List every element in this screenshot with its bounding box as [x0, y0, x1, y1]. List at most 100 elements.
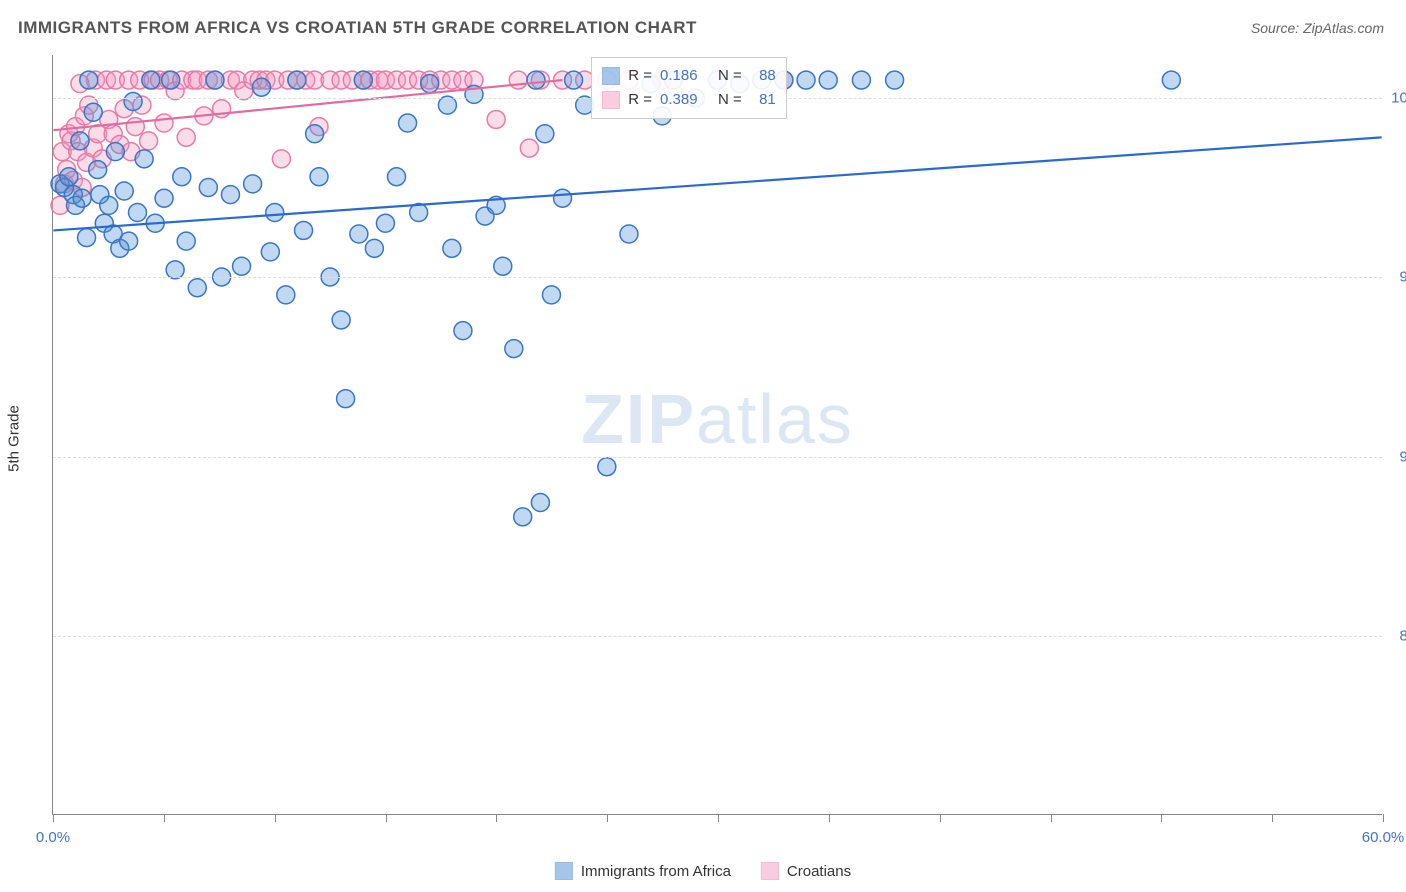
x-tick-label: 60.0%	[1362, 829, 1405, 846]
data-point	[166, 261, 184, 279]
data-point	[60, 168, 78, 186]
data-point	[120, 232, 138, 250]
data-point	[155, 114, 173, 132]
x-tick	[1051, 814, 1052, 822]
data-point	[155, 189, 173, 207]
data-point	[819, 71, 837, 89]
x-tick	[1383, 814, 1384, 822]
stat-n-value: 81	[750, 88, 776, 112]
legend-label: Immigrants from Africa	[581, 863, 731, 880]
x-tick	[1272, 814, 1273, 822]
data-point	[89, 161, 107, 179]
source-label: Source: ZipAtlas.com	[1251, 20, 1384, 36]
data-point	[399, 114, 417, 132]
chart-title: IMMIGRANTS FROM AFRICA VS CROATIAN 5TH G…	[18, 18, 697, 38]
data-point	[487, 110, 505, 128]
data-point	[71, 132, 89, 150]
y-tick-label: 95.0%	[1387, 269, 1406, 286]
data-point	[206, 71, 224, 89]
stat-r-value: 0.186	[660, 64, 710, 88]
data-point	[140, 132, 158, 150]
data-point	[376, 214, 394, 232]
data-point	[142, 71, 160, 89]
x-tick	[164, 814, 165, 822]
data-point	[554, 189, 572, 207]
data-point	[73, 189, 91, 207]
data-point	[233, 257, 251, 275]
legend-swatch	[761, 862, 779, 880]
x-tick	[496, 814, 497, 822]
stat-row: R = 0.186 N = 88	[602, 64, 776, 88]
y-tick-label: 100.0%	[1387, 90, 1406, 107]
data-point	[266, 204, 284, 222]
x-tick	[275, 814, 276, 822]
data-point	[505, 340, 523, 358]
x-tick	[53, 814, 54, 822]
legend-item: Immigrants from Africa	[555, 862, 731, 880]
data-point	[310, 168, 328, 186]
data-point	[177, 232, 195, 250]
data-point	[542, 286, 560, 304]
stat-swatch	[602, 91, 620, 109]
y-axis-label: 5th Grade	[6, 405, 23, 472]
y-tick-label: 90.0%	[1387, 448, 1406, 465]
stat-swatch	[602, 67, 620, 85]
y-tick-label: 85.0%	[1387, 627, 1406, 644]
data-point	[852, 71, 870, 89]
data-point	[199, 178, 217, 196]
data-point	[332, 311, 350, 329]
stat-n-label: N =	[718, 64, 742, 88]
x-tick-label: 0.0%	[36, 829, 70, 846]
x-tick	[940, 814, 941, 822]
legend-item: Croatians	[761, 862, 851, 880]
legend: Immigrants from Africa Croatians	[555, 862, 851, 880]
x-tick	[1161, 814, 1162, 822]
data-point	[520, 139, 538, 157]
data-point	[277, 286, 295, 304]
data-point	[115, 182, 133, 200]
data-point	[100, 196, 118, 214]
scatter-svg	[53, 55, 1382, 814]
data-point	[135, 150, 153, 168]
stat-r-value: 0.389	[660, 88, 710, 112]
data-point	[244, 175, 262, 193]
data-point	[443, 239, 461, 257]
x-tick	[386, 814, 387, 822]
data-point	[288, 71, 306, 89]
data-point	[252, 78, 270, 96]
data-point	[454, 322, 472, 340]
stat-n-label: N =	[718, 88, 742, 112]
data-point	[365, 239, 383, 257]
x-tick	[829, 814, 830, 822]
data-point	[1162, 71, 1180, 89]
data-point	[350, 225, 368, 243]
data-point	[620, 225, 638, 243]
data-point	[261, 243, 279, 261]
data-point	[421, 75, 439, 93]
data-point	[886, 71, 904, 89]
data-point	[78, 229, 96, 247]
stat-n-value: 88	[750, 64, 776, 88]
data-point	[84, 103, 102, 121]
gridline	[53, 636, 1382, 637]
data-point	[531, 494, 549, 512]
legend-swatch	[555, 862, 573, 880]
stat-row: R = 0.389 N = 81	[602, 88, 776, 112]
data-point	[598, 458, 616, 476]
data-point	[514, 508, 532, 526]
data-point	[536, 125, 554, 143]
legend-label: Croatians	[787, 863, 851, 880]
data-point	[221, 186, 239, 204]
data-point	[272, 150, 290, 168]
data-point	[388, 168, 406, 186]
data-point	[337, 390, 355, 408]
data-point	[565, 71, 583, 89]
gridline	[53, 457, 1382, 458]
stat-r-label: R =	[628, 88, 652, 112]
data-point	[797, 71, 815, 89]
data-point	[188, 279, 206, 297]
data-point	[162, 71, 180, 89]
data-point	[354, 71, 372, 89]
gridline	[53, 277, 1382, 278]
stat-r-label: R =	[628, 64, 652, 88]
